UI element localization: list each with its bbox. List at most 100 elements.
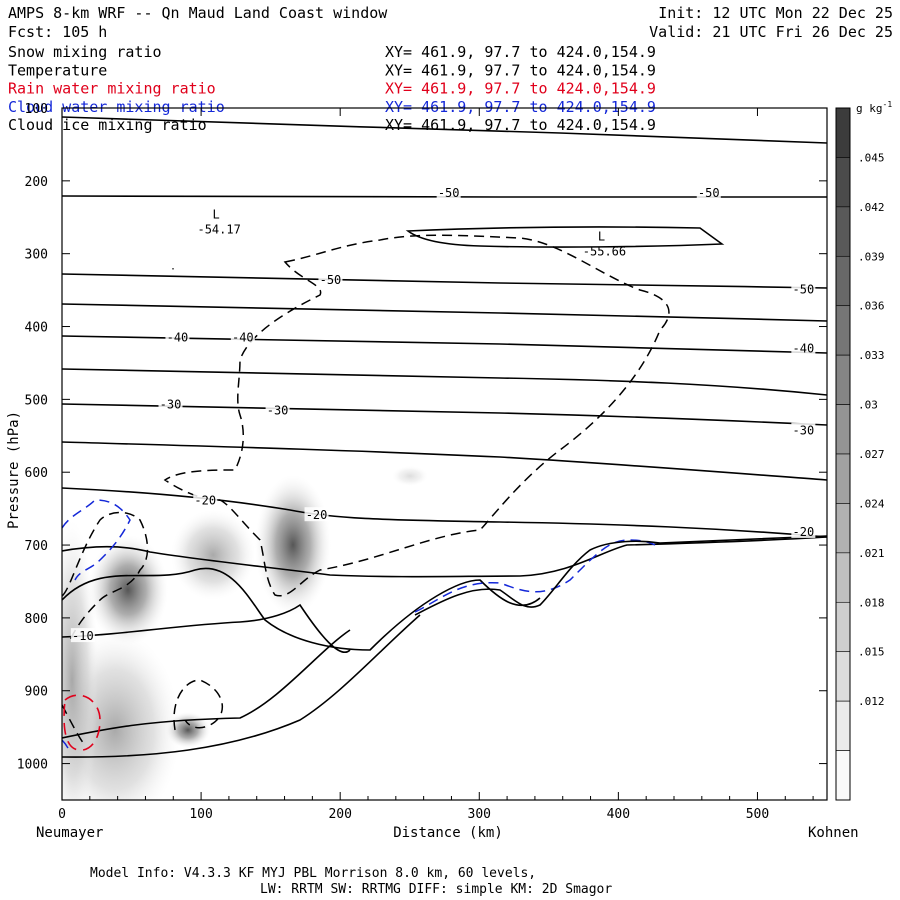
rain-water-contours xyxy=(63,694,101,751)
temperature-contour xyxy=(62,273,827,289)
temp-label-bg xyxy=(791,422,816,437)
y-axis-title: Pressure (hPa) xyxy=(6,411,22,529)
colorbar-tick-label: .033 xyxy=(858,349,885,362)
colorbar-segment xyxy=(835,651,851,702)
temperature-contour xyxy=(62,536,827,578)
terrain-line xyxy=(414,535,827,616)
x-tick-label: 300 xyxy=(468,807,491,822)
temperature-contour xyxy=(62,403,827,426)
y-tick-label: 200 xyxy=(25,175,48,190)
cloud-water-contours xyxy=(62,499,656,753)
temperature-contour xyxy=(405,226,725,248)
temperature-contour xyxy=(62,194,827,198)
y-tick-label: 800 xyxy=(25,612,48,627)
y-tick-label: 400 xyxy=(25,321,48,336)
valid-time: Valid: 21 UTC Fri 26 Dec 25 xyxy=(649,23,893,41)
temp-label-bg xyxy=(304,507,329,522)
snow-region xyxy=(392,466,428,486)
temp-label-bg xyxy=(193,492,218,507)
colorbar-tick-label: .03 xyxy=(858,399,878,412)
temp-label-bg xyxy=(791,340,816,355)
temperature-contour xyxy=(62,603,351,653)
snow-shading xyxy=(62,466,428,800)
temp-label-bg xyxy=(265,402,290,417)
forecast-hour: Fcst: 105 h xyxy=(8,23,107,41)
colorbar-frame xyxy=(835,107,851,801)
temperature-label: -50 xyxy=(698,186,720,200)
x-tick-label: 400 xyxy=(607,807,630,822)
temperature-contours xyxy=(62,116,827,758)
cloud-water-contour xyxy=(62,739,71,753)
x-tick-label: 200 xyxy=(328,807,351,822)
temp-label-bg xyxy=(230,329,255,344)
colorbar-tick-label: .042 xyxy=(858,201,885,214)
x-tick-label: 100 xyxy=(189,807,212,822)
field-xy: XY= 461.9, 97.7 to 424.0,154.9 xyxy=(385,61,656,79)
colorbar-tick-label: .024 xyxy=(858,497,885,510)
colorbar: .012 .015 .018 .021 .024 .027 .03 .033 .036 .039.… xyxy=(835,107,885,801)
temp-label-bg xyxy=(696,185,721,200)
temperature-contour xyxy=(62,116,827,144)
temperature-label: -50 xyxy=(320,273,342,287)
footer-model-info: Model Info: V4.3.3 KF MYJ PBL Morrison 8… xyxy=(90,866,536,881)
footer-physics-info: LW: RRTM SW: RRTMG DIFF: simple KM: 2D S… xyxy=(260,882,612,897)
colorbar-segment xyxy=(835,503,851,554)
snow-contour xyxy=(62,511,149,641)
x-tick-label: 500 xyxy=(746,807,769,822)
chart-title: AMPS 8-km WRF -- Qn Maud Land Coast wind… xyxy=(8,4,388,22)
snow-region xyxy=(255,475,331,615)
colorbar-tick-label: .021 xyxy=(858,547,885,560)
colorbar-unit: g kg-1 xyxy=(856,100,892,115)
temperature-contour xyxy=(62,614,421,758)
colorbar-segment xyxy=(835,453,851,504)
temperature-contour xyxy=(62,368,827,396)
temperature-label: -30 xyxy=(793,424,815,438)
colorbar-tick-label: .027 xyxy=(858,448,885,461)
colorbar-tick-label: .036 xyxy=(858,300,885,313)
cloud-water-contour xyxy=(414,539,656,613)
colorbar-segment xyxy=(835,305,851,356)
temperature-label: -40 xyxy=(232,330,254,344)
x-tick-label: 0 xyxy=(58,807,66,822)
colorbar-segment xyxy=(835,255,851,307)
y-tick-label: 900 xyxy=(25,685,48,700)
cloud-water-contour xyxy=(62,499,131,581)
terrain-outline xyxy=(414,535,827,616)
temperature-label: -20 xyxy=(306,508,328,522)
snow-region xyxy=(88,535,168,645)
colorbar-tick-label: .015 xyxy=(858,646,885,659)
temperature-label: -10 xyxy=(72,629,94,643)
temp-label-bg xyxy=(318,271,343,286)
temperature-label: -50 xyxy=(793,282,815,296)
colorbar-segment xyxy=(835,354,851,405)
y-tick-label: 500 xyxy=(25,393,48,408)
snow-region xyxy=(166,712,210,748)
field-xy: XY= 461.9, 97.7 to 424.0,154.9 xyxy=(385,80,656,98)
plot-frame xyxy=(61,107,828,801)
x-right-endpoint: Kohnen xyxy=(808,825,859,841)
temp-label-bg xyxy=(165,329,190,344)
temperature-contour xyxy=(62,303,827,322)
y-tick-label: 100 xyxy=(25,102,48,117)
temperature-label: -30 xyxy=(160,397,182,411)
x-left-endpoint: Neumayer xyxy=(36,825,103,841)
low-value: -55.66 xyxy=(583,245,626,259)
colorbar-segment xyxy=(835,206,851,257)
temperature-label: -20 xyxy=(194,494,216,508)
x-axis-title: Distance (km) xyxy=(393,825,503,841)
colorbar-segment xyxy=(835,157,851,208)
temperature-label: -40 xyxy=(793,341,815,355)
field-xy: XY= 461.9, 97.7 to 424.0,154.9 xyxy=(385,43,656,61)
temp-label-bg xyxy=(436,185,461,200)
low-value: -54.17 xyxy=(197,223,240,237)
temp-label-bg xyxy=(791,281,816,296)
colorbar-segment xyxy=(835,601,851,653)
colorbar-segment xyxy=(835,700,851,751)
snow-contour xyxy=(163,234,670,597)
temperature-label: -50 xyxy=(438,186,460,200)
low-marker: L xyxy=(213,208,220,222)
temperature-contour xyxy=(62,629,351,739)
temperature-contour xyxy=(62,567,541,651)
colorbar-tick-label: .012 xyxy=(858,695,885,708)
